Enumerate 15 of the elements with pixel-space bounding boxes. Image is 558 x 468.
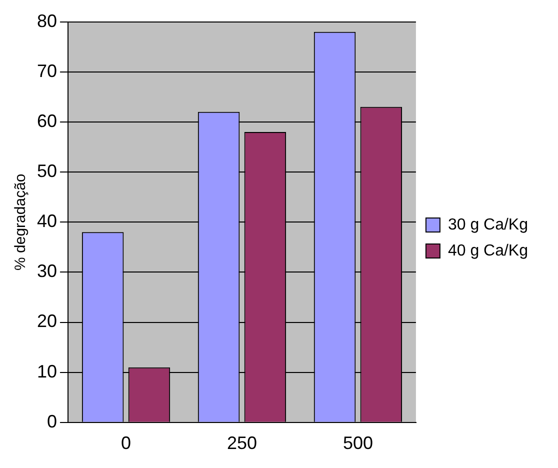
legend-label: 40 g Ca/Kg <box>448 242 528 260</box>
y-tick-label: 10 <box>36 361 58 382</box>
y-tick-label: 70 <box>36 60 58 81</box>
y-axis-title: % degradação <box>12 174 30 270</box>
x-tick-label: 500 <box>342 433 373 454</box>
y-tick-label: 50 <box>36 160 58 181</box>
x-tick-label: 0 <box>121 433 132 454</box>
y-tick-label: 80 <box>36 10 58 31</box>
x-tick-label: 250 <box>226 433 258 454</box>
y-tick-label: 0 <box>47 411 58 432</box>
legend-label: 30 g Ca/Kg <box>448 216 528 234</box>
y-tick-label: 20 <box>36 311 58 332</box>
y-tick-label: 60 <box>36 110 58 131</box>
y-tick-label: 30 <box>36 261 58 282</box>
y-tick-label: 40 <box>36 211 58 232</box>
